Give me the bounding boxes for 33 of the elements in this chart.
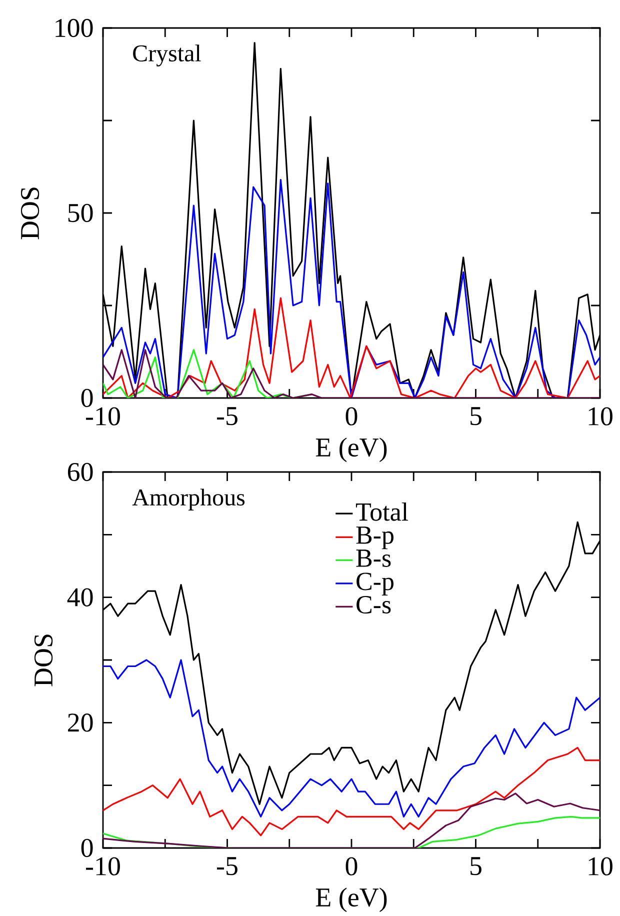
x-tick-label: -5 (217, 407, 238, 426)
text: Amorphous (132, 488, 245, 510)
y-tick-label: 40 (67, 588, 93, 606)
x-tick-label: 10 (588, 407, 612, 426)
text: Crystal (133, 44, 201, 66)
y-tick-label: 0 (81, 388, 93, 408)
line-series (102, 792, 600, 848)
y-tick-label: 100 (56, 18, 93, 38)
x-axis-title: E (eV) (316, 888, 387, 912)
legend-label: C-p (356, 572, 394, 596)
x-tick-label: 10 (588, 857, 612, 876)
y-tick-label: 50 (68, 204, 93, 222)
y-tick-label: 0 (81, 838, 93, 858)
x-tick-label: 0 (346, 857, 358, 876)
y-tick-label: 60 (68, 462, 93, 482)
x-tick-label: 5 (470, 407, 482, 426)
x-tick-label: -5 (217, 857, 238, 876)
y-axis-title: DOS (34, 634, 53, 686)
x-tick-label: 0 (346, 407, 358, 426)
line-series (103, 297, 600, 398)
legend-label: C-s (356, 596, 391, 614)
x-tick-label: 5 (470, 857, 482, 876)
line-series (103, 349, 600, 398)
legend-label: B-p (356, 526, 394, 550)
line-series (102, 659, 600, 818)
legend-label: B-s (356, 550, 391, 567)
legend-label: Total (356, 502, 408, 521)
y-tick-label: 20 (68, 714, 93, 732)
line-series (103, 178, 600, 398)
y-axis-title: DOS (20, 188, 40, 240)
x-axis-title: E (eV) (316, 438, 387, 462)
x-tick-label: -10 (86, 407, 120, 426)
x-tick-label: -10 (86, 857, 120, 876)
